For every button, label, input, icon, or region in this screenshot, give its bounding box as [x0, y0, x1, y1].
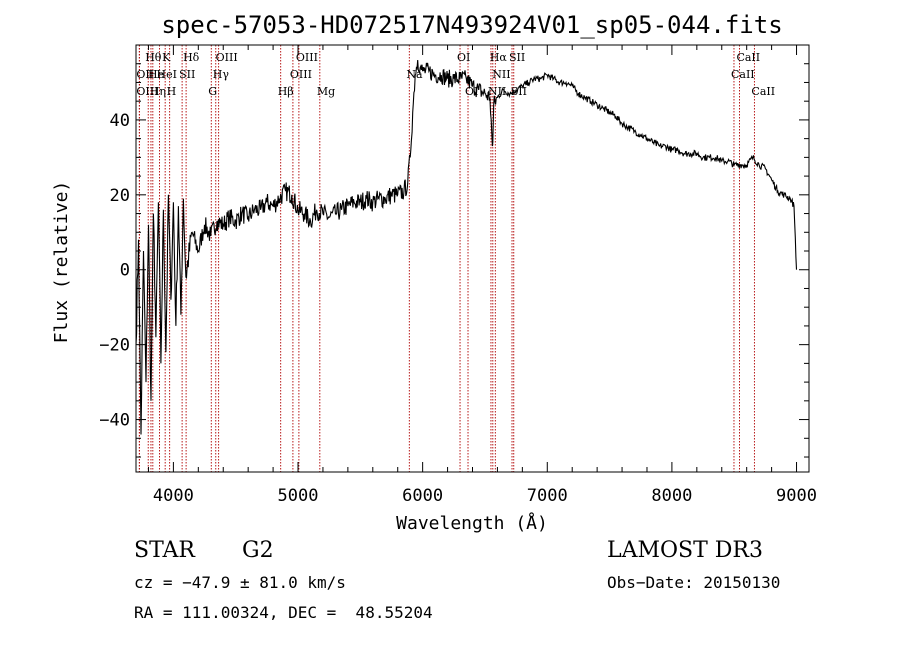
- line-label-12: G: [208, 85, 217, 98]
- object-type: STAR: [134, 538, 195, 563]
- line-label-15: Hβ: [278, 85, 294, 98]
- line-label-21: SII: [509, 51, 525, 64]
- line-label-4: Hη: [150, 85, 166, 98]
- line-label-24: NII: [488, 85, 506, 98]
- line-label-1: OII: [136, 68, 154, 81]
- subclass: G2: [242, 538, 274, 563]
- spectrum-line: [135, 59, 798, 435]
- line-label-13: OIII: [296, 51, 318, 64]
- obs-date: Obs−Date: 20150130: [607, 573, 781, 592]
- line-label-3: He: [148, 68, 164, 81]
- x-tick-label-1: 5000: [278, 486, 319, 506]
- line-label-0: Hθ: [145, 51, 162, 64]
- emission-lines-layer: [138, 45, 755, 472]
- coordinates: RA = 111.00324, DEC = 48.55204: [134, 603, 433, 622]
- y-tick-label-3: 20: [110, 186, 130, 206]
- redshift-cz: cz = −47.9 ± 81.0 km/s: [134, 573, 346, 592]
- line-label-22: NII: [492, 68, 510, 81]
- line-label-5: K: [162, 51, 171, 64]
- line-label-11: Hγ: [213, 68, 230, 81]
- y-tick-label-0: −40: [99, 411, 130, 431]
- line-label-9: SII: [179, 68, 195, 81]
- chart-title: spec-57053-HD072517N493924V01_sp05-044.f…: [161, 11, 782, 39]
- line-label-10: OIII: [216, 51, 238, 64]
- x-axis-label: Wavelength (Å): [396, 512, 548, 534]
- x-tick-label-4: 8000: [651, 486, 692, 506]
- line-label-6: HeI: [157, 68, 177, 81]
- x-tick-label-0: 4000: [153, 486, 194, 506]
- x-tick-label-3: 7000: [527, 486, 568, 506]
- y-tick-label-1: −20: [99, 336, 130, 356]
- line-label-27: CaII: [751, 85, 775, 98]
- survey-name: LAMOST DR3: [607, 538, 763, 563]
- line-label-8: Hδ: [183, 51, 200, 64]
- line-label-20: Hα: [490, 51, 508, 64]
- y-tick-label-2: 0: [120, 261, 130, 281]
- y-tick-label-4: 40: [110, 111, 130, 131]
- line-label-18: OI: [457, 51, 470, 64]
- line-label-7: H: [167, 85, 177, 98]
- axes-layer: 4000 5000 6000 7000 8000 9000 −40 −20 0 20 40: [99, 45, 817, 506]
- line-label-16: Mg: [317, 85, 335, 98]
- y-axis-label: Flux (relative): [51, 181, 72, 344]
- line-label-26: CaII: [731, 68, 755, 81]
- x-tick-label-5: 9000: [776, 486, 817, 506]
- x-tick-label-2: 6000: [402, 486, 443, 506]
- line-label-25: CaII: [736, 51, 760, 64]
- line-label-14: OIII: [290, 68, 312, 81]
- line-labels-layer: Hθ OII OIII He Hη K HeI H Hδ SII OIII Hγ G OIII OIII Hβ…: [136, 51, 775, 98]
- plot-frame: [135, 44, 810, 473]
- line-label-2: OIII: [136, 85, 158, 98]
